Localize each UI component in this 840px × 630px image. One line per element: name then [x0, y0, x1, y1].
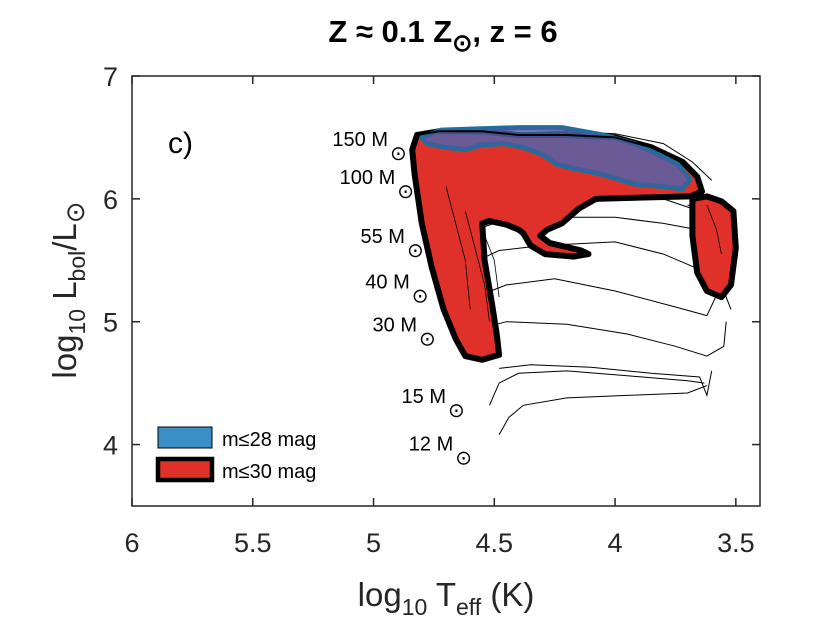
mass-label: 150 M	[332, 129, 388, 151]
x-tick-label: 5	[366, 528, 381, 558]
mass-label: 100 M	[340, 167, 396, 189]
mass-label: 15 M	[402, 386, 446, 408]
region-m30	[689, 193, 739, 301]
mass-label: 12 M	[409, 434, 453, 456]
y-tick-label: 5	[103, 308, 118, 338]
track-overlay-line	[445, 186, 471, 310]
y-tick-label: 7	[103, 62, 118, 92]
region-m30-outline	[411, 130, 704, 361]
detection-regions	[409, 125, 739, 363]
region-m30-outline	[691, 195, 737, 299]
mass-label: 55 M	[360, 226, 404, 248]
evolutionary-track	[499, 364, 713, 398]
mass-label: 30 M	[373, 315, 417, 337]
sun-symbol: ⊙	[455, 448, 472, 470]
sun-symbol: ⊙	[412, 286, 429, 308]
x-tick-label: 3.5	[717, 528, 755, 558]
legend-label-28: m≤28 mag	[222, 429, 316, 451]
track-overlay-line	[481, 229, 500, 298]
y-tick-label: 4	[103, 431, 118, 461]
mass-labels: 150 M⊙100 M⊙55 M⊙40 M⊙30 M⊙15 M⊙12 M⊙	[332, 129, 472, 470]
axis-ticks: 6 5.5 5 4.5 4 3.5 4 5 6 7	[103, 62, 760, 558]
track-overlay-line	[464, 210, 490, 322]
legend-swatch-30	[155, 456, 215, 483]
x-tick-label: 4.5	[476, 528, 514, 558]
legend: m≤28 mag m≤30 mag	[155, 426, 316, 483]
x-axis-label: log10 Teff (K)	[358, 576, 535, 620]
sun-symbol: ⊙	[419, 329, 436, 351]
mass-label: 40 M	[365, 272, 409, 294]
evolutionary-track	[482, 321, 727, 357]
panel-label: c)	[168, 127, 193, 160]
sun-symbol: ⊙	[390, 143, 407, 165]
legend-swatch-28	[157, 426, 213, 449]
x-tick-label: 5.5	[234, 528, 272, 558]
x-tick-label: 4	[608, 528, 623, 558]
region-overlap	[421, 127, 690, 189]
sun-symbol: ⊙	[448, 400, 465, 422]
y-tick-label: 6	[103, 185, 118, 215]
evolutionary-track	[498, 385, 708, 435]
chart-title: Z ≈ 0.1 Z⊙, z = 6	[328, 14, 557, 57]
evolutionary-track	[489, 370, 705, 406]
sun-symbol: ⊙	[407, 240, 424, 262]
sun-symbol: ⊙	[397, 181, 414, 203]
y-axis-label: log10 Lbol/L⊙	[46, 201, 90, 378]
legend-label-30: m≤30 mag	[222, 461, 316, 483]
track-overlay-line	[706, 204, 722, 255]
evolutionary-track	[457, 216, 698, 237]
x-tick-label: 6	[124, 528, 139, 558]
